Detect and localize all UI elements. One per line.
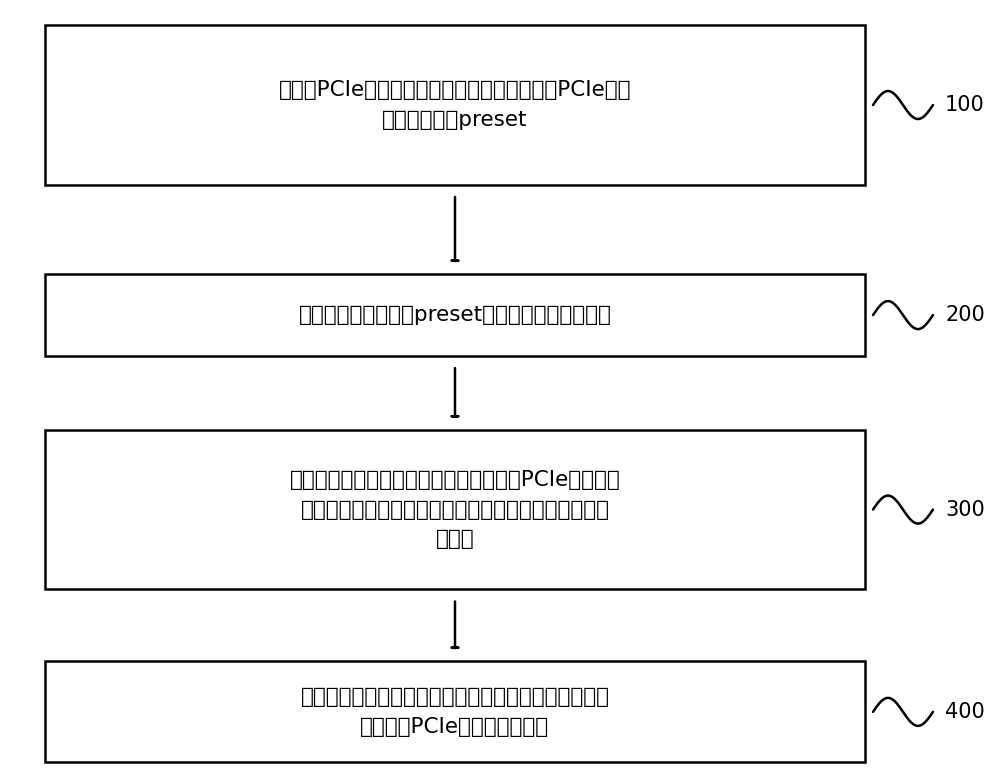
- FancyBboxPatch shape: [45, 275, 865, 356]
- Text: 依据所述均衡结果，选取最优的均衡结果对应的微调节: 依据所述均衡结果，选取最优的均衡结果对应的微调节: [300, 687, 610, 707]
- FancyBboxPatch shape: [45, 429, 865, 590]
- Text: 100: 100: [945, 95, 985, 115]
- Text: 训练，以得到所述微调节阈值范围内的各参数对应的均: 训练，以得到所述微调节阈值范围内的各参数对应的均: [300, 499, 610, 520]
- Text: 对所述PCIe链路进行快速粗调节，以得到所述PCIe链路: 对所述PCIe链路进行快速粗调节，以得到所述PCIe链路: [279, 80, 631, 100]
- Text: 衡结果: 衡结果: [436, 529, 474, 549]
- Text: 采用所述微调节阈值范围内的参数对所述PCIe链路进行: 采用所述微调节阈值范围内的参数对所述PCIe链路进行: [290, 470, 620, 490]
- Text: 依据所述最优预设值preset，确定微调节阈值范围: 依据所述最优预设值preset，确定微调节阈值范围: [299, 305, 611, 325]
- Text: 400: 400: [945, 702, 985, 722]
- FancyBboxPatch shape: [45, 661, 865, 762]
- FancyBboxPatch shape: [45, 26, 865, 185]
- Text: 200: 200: [945, 305, 985, 325]
- Text: 300: 300: [945, 499, 985, 520]
- Text: 参数作为PCIe链路的均衡参数: 参数作为PCIe链路的均衡参数: [360, 717, 550, 737]
- Text: 的最优预设值preset: 的最优预设值preset: [382, 110, 528, 130]
